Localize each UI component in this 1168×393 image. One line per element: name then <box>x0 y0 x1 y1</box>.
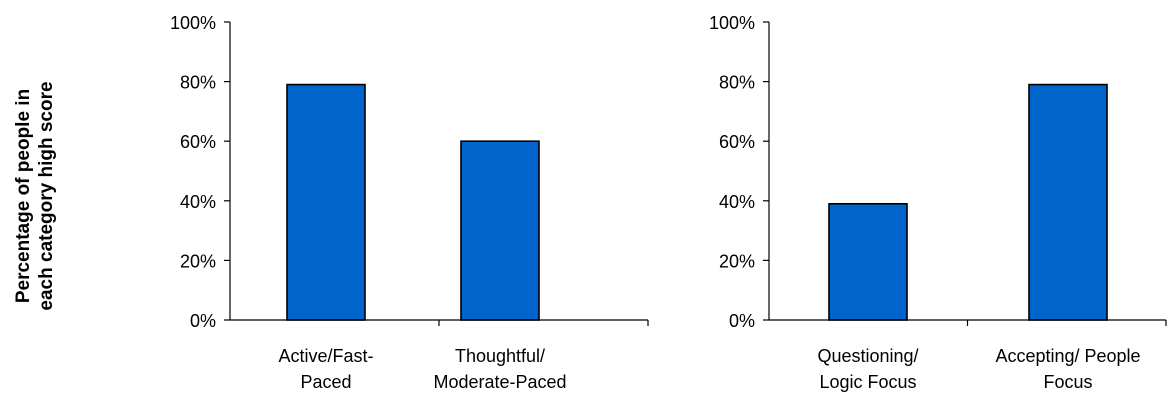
chart-focus-y-tick-label: 40% <box>719 192 755 212</box>
chart-focus-bar <box>1028 83 1108 321</box>
chart-focus-category-label: Accepting/ People Focus <box>995 346 1140 392</box>
y-axis-title-svg: Percentage of people in each category hi… <box>13 81 57 310</box>
chart-focus-y-tick-label: 100% <box>709 13 755 33</box>
y-axis-title: Percentage of people in each category hi… <box>0 0 80 393</box>
chart-focus-bar <box>828 202 908 321</box>
y-axis-title-line-1: Percentage of people in <box>13 89 34 303</box>
chart-pace-y-tick-label: 20% <box>180 251 216 271</box>
chart-pace-category-label: Thoughtful/Moderate-Paced <box>433 346 566 392</box>
chart-pace-bar <box>460 140 540 321</box>
chart-focus-category-label: Questioning/Logic Focus <box>817 346 918 392</box>
chart-pace-y-tick-label: 80% <box>180 73 216 93</box>
chart-pace-y-tick-label: 100% <box>170 13 216 33</box>
chart-focus-y-tick-label: 80% <box>719 73 755 93</box>
chart-pace-y-tick-label: 40% <box>180 192 216 212</box>
chart-pace-y-tick-label: 60% <box>180 132 216 152</box>
chart-pace-y-tick-label: 0% <box>190 311 216 331</box>
chart-focus-y-tick-label: 20% <box>719 251 755 271</box>
chart-focus-y-tick-label: 0% <box>729 311 755 331</box>
chart-pace-category-label: Active/Fast-Paced <box>278 346 373 392</box>
chart-focus-y-tick-label: 60% <box>719 132 755 152</box>
chart-pace-bar <box>286 83 366 321</box>
y-axis-title-line-2: each category high score <box>36 81 57 310</box>
